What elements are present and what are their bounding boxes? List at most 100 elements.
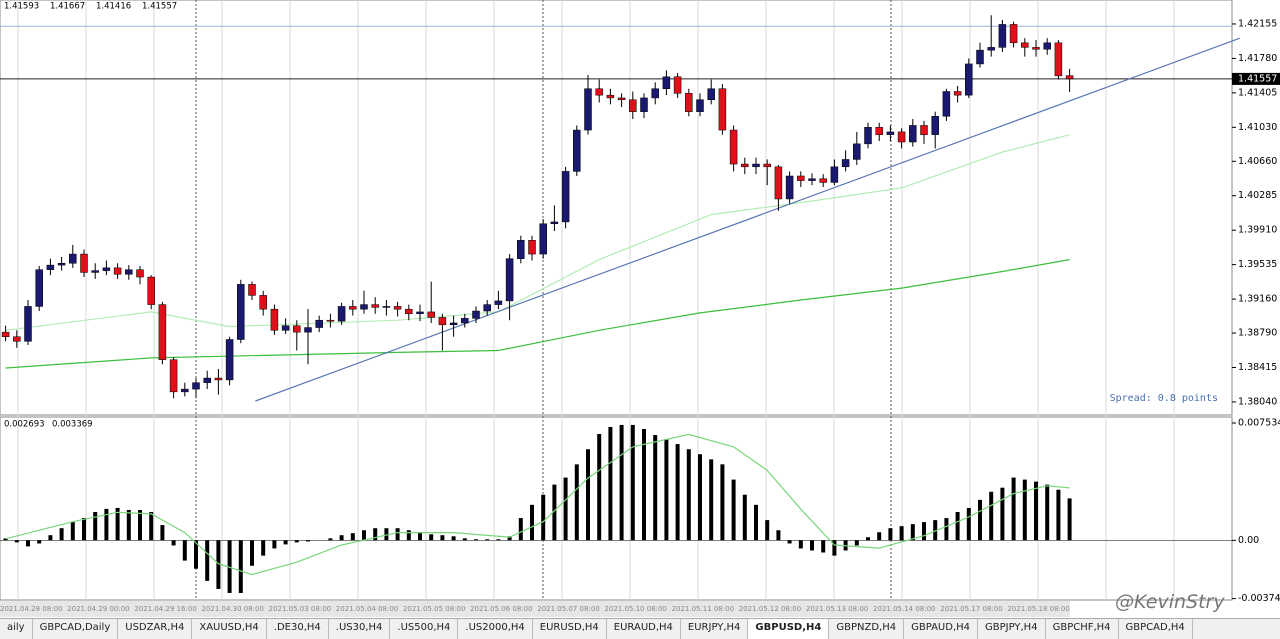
histogram-bar (1000, 487, 1005, 541)
histogram-bar (14, 540, 19, 543)
candle-body (472, 310, 480, 319)
symbol-tab[interactable]: GBPJPY,H4 (978, 619, 1046, 639)
histogram-bar (541, 494, 546, 541)
symbol-tab[interactable]: .US2000,H4 (458, 619, 533, 639)
candle-body (584, 88, 592, 131)
symbol-tab[interactable]: GBPAUD,H4 (904, 619, 978, 639)
symbol-tab[interactable]: GBPUSD,H4 (748, 619, 830, 639)
symbol-tab[interactable]: GBPCAD,Daily (33, 619, 119, 639)
candle-body (561, 171, 570, 223)
time-label: 2021.04.30 08:00 (201, 605, 264, 613)
time-label: 2021.05.05 08:00 (402, 605, 466, 613)
price-label: 1.41557 (1238, 73, 1277, 84)
histogram-bar (3, 538, 8, 541)
histogram-bar (70, 522, 75, 541)
histogram-bar (1045, 484, 1050, 541)
histogram-bar (899, 526, 904, 541)
symbol-tab[interactable]: GBPCHF,H4 (1046, 619, 1119, 639)
candle-body (57, 263, 66, 266)
histogram-bar (104, 508, 109, 541)
candle-body (158, 304, 167, 360)
histogram-bar (955, 512, 960, 541)
time-label: 2021.05.04 08:00 (335, 605, 399, 613)
symbol-tab[interactable]: GBPCAD,H4 (1119, 619, 1193, 639)
y-tick-label: 0.007534 (1238, 418, 1280, 429)
symbol-tab[interactable]: .US30,H4 (329, 619, 391, 639)
time-label: 2021.05.12 08:00 (738, 605, 802, 613)
candle-body (875, 127, 883, 135)
histogram-bar (888, 528, 893, 541)
candle-body (606, 94, 615, 99)
candle-body (942, 91, 951, 117)
symbol-tab[interactable]: .DE30,H4 (267, 619, 329, 639)
time-label: 2021.05.14 08:00 (873, 605, 936, 613)
time-label: 2021.04.29 16:00 (134, 605, 197, 613)
candle-body (595, 88, 603, 96)
histogram-bar (1056, 489, 1061, 541)
histogram-bar (866, 537, 870, 541)
symbol-tab[interactable]: XAUUSD,H4 (192, 619, 267, 639)
histogram-bar (664, 439, 669, 541)
symbol-tab[interactable]: aily (0, 619, 33, 639)
histogram-bar (910, 524, 915, 541)
candle-body (337, 306, 346, 322)
candle-body (729, 129, 738, 165)
candle-body (550, 221, 559, 225)
candle-body (673, 76, 682, 94)
histogram-bar (227, 540, 232, 593)
histogram-bar (395, 528, 400, 541)
y-tick-label: 1.41405 (1238, 87, 1277, 98)
candle-body (528, 240, 536, 255)
histogram-bar (776, 530, 781, 541)
histogram-bar (250, 540, 254, 566)
candle-body (617, 97, 626, 101)
candle-body (864, 127, 872, 145)
histogram-bar (283, 540, 288, 545)
y-tick-label: 1.41030 (1238, 122, 1277, 133)
symbol-tab[interactable]: EURJPY,H4 (681, 619, 749, 639)
histogram-bar (530, 504, 534, 541)
price-label-bg (1232, 72, 1280, 85)
candle-body (326, 319, 335, 322)
symbol-tab[interactable]: .US500,H4 (390, 619, 459, 639)
y-tick-label: 1.42155 (1238, 18, 1277, 29)
candle-body (393, 306, 402, 310)
time-label: 2021.04.29 00:00 (67, 605, 130, 613)
candle-body (696, 99, 704, 112)
histogram-bar (586, 449, 590, 541)
candle-body (35, 269, 43, 307)
symbol-tab[interactable]: EURAUD,H4 (607, 619, 681, 639)
histogram-bar (149, 512, 154, 541)
histogram-bar (675, 444, 680, 541)
candle-body (449, 322, 458, 326)
time-label: 2021.05.06 08:00 (470, 605, 533, 613)
histogram-bar (821, 540, 826, 553)
histogram-bar (720, 464, 725, 541)
candle-body (270, 308, 279, 331)
candle-body (685, 93, 693, 112)
panel-frame (0, 416, 1233, 601)
watermark: @KevinStry (1115, 591, 1225, 613)
candle-body (203, 377, 211, 383)
candle-body (360, 304, 368, 310)
candle-body (125, 269, 133, 275)
symbol-tab[interactable]: EURUSD,H4 (533, 619, 607, 639)
candle-body (505, 258, 514, 302)
histogram-bar (328, 538, 333, 541)
candle-body (438, 317, 447, 326)
time-label: 2021.05.07 08:00 (537, 605, 600, 613)
panel-frame (0, 0, 1233, 416)
histogram-bar (630, 424, 635, 541)
symbol-tab[interactable]: USDZAR,H4 (118, 619, 193, 639)
candle-body (13, 336, 21, 342)
histogram-bar (462, 538, 467, 541)
histogram-bar (933, 520, 938, 541)
candle-body (225, 339, 234, 381)
symbol-tab[interactable]: GBPNZD,H4 (829, 619, 905, 639)
histogram-bar (451, 536, 456, 541)
overlay-line (255, 37, 1241, 402)
candle-body (147, 276, 155, 305)
candle-body (517, 240, 525, 259)
histogram-bar (989, 491, 994, 541)
